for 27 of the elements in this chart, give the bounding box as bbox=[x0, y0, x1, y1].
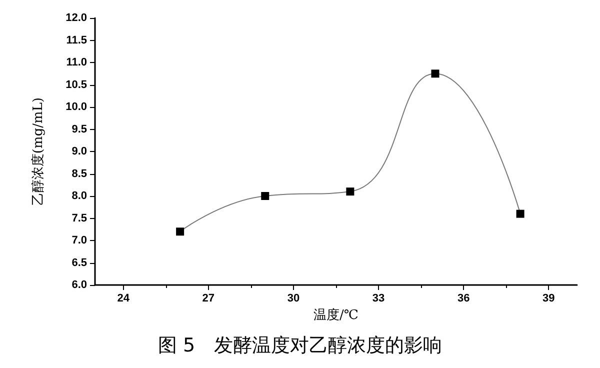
point bbox=[431, 70, 440, 78]
text: 图 5 发酵温度对乙醇浓度的影响 bbox=[158, 334, 442, 356]
y-tick-label: 11.0 bbox=[66, 56, 87, 68]
y-tick-label: 6.5 bbox=[72, 256, 87, 269]
x-axis-title: 温度/℃ bbox=[314, 307, 358, 323]
point bbox=[176, 228, 184, 236]
x-tick-label: 36 bbox=[457, 292, 470, 304]
y-tick-label: 9.0 bbox=[72, 146, 87, 158]
x-tick-label: 27 bbox=[202, 292, 215, 304]
x-tick-label: 24 bbox=[117, 292, 130, 304]
y-tick-label: 7.0 bbox=[72, 234, 87, 246]
y-tick-label: 6.0 bbox=[72, 279, 87, 291]
point bbox=[516, 210, 524, 218]
x-tick-label: 30 bbox=[287, 292, 300, 304]
y-tick-label: 11.5 bbox=[66, 34, 87, 46]
y-tick-label: 10.0 bbox=[66, 101, 87, 113]
x-tick-label: 39 bbox=[542, 292, 555, 304]
x-tick-label: 33 bbox=[372, 292, 385, 304]
y-tick-label: 8.5 bbox=[72, 168, 87, 180]
y-tick-label: 12.0 bbox=[66, 12, 87, 24]
y-tick-label: 8.0 bbox=[72, 190, 87, 202]
point bbox=[346, 188, 354, 196]
y-tick-label: 10.5 bbox=[66, 78, 87, 91]
y-tick-label: 7.5 bbox=[72, 212, 87, 224]
y-tick-label: 9.5 bbox=[72, 123, 87, 136]
point bbox=[261, 192, 270, 200]
y-axis-title: 乙醇浓度(mg/mL) bbox=[30, 97, 46, 206]
